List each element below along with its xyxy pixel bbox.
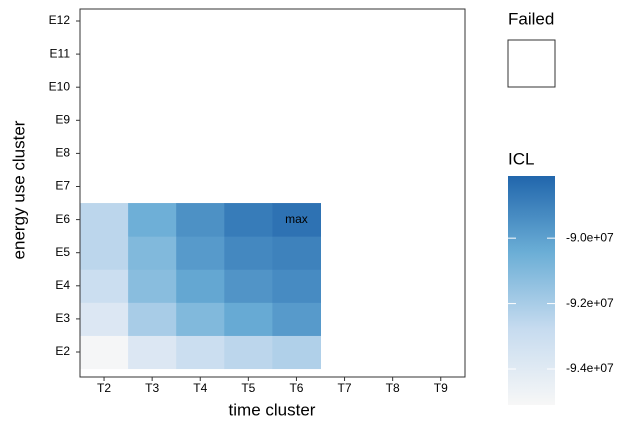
y-tick-label: E6 [55, 212, 70, 226]
y-tick-label: E2 [55, 344, 70, 358]
heat-cell [176, 335, 225, 370]
y-tick-label: E12 [49, 13, 71, 27]
heat-cell [176, 302, 225, 336]
y-tick-label: E8 [55, 146, 70, 160]
annotation: max [285, 212, 308, 226]
x-tick-label: T6 [289, 381, 303, 395]
heat-cell [176, 269, 225, 303]
heat-cell [272, 203, 321, 237]
x-tick-label: T7 [338, 381, 352, 395]
colorbar [508, 176, 555, 405]
heat-cell [176, 203, 225, 237]
y-tick-label: E9 [55, 112, 70, 126]
heat-cell [80, 302, 129, 336]
heat-cell [224, 302, 273, 336]
x-tick-label: T3 [145, 381, 159, 395]
y-tick-label: E3 [55, 311, 70, 325]
heat-cell [224, 236, 273, 270]
x-tick-label: T9 [434, 381, 448, 395]
heat-cell [128, 236, 177, 270]
x-tick-label: T2 [97, 381, 111, 395]
heat-cell [272, 302, 321, 336]
y-tick-label: E4 [55, 278, 70, 292]
x-axis-title: time cluster [229, 400, 316, 419]
heat-cell [80, 335, 129, 370]
y-tick-label: E10 [49, 79, 71, 93]
heat-cell [128, 269, 177, 303]
colorbar-tick-label: -9.2e+07 [566, 296, 614, 310]
heat-cell [176, 236, 225, 270]
heat-cell [128, 302, 177, 336]
heat-cell [80, 236, 129, 270]
colorbar-tick-label: -9.0e+07 [566, 230, 614, 244]
heat-cell [224, 269, 273, 303]
colorbar-title: ICL [508, 149, 534, 168]
failed-swatch [507, 39, 556, 88]
panel [79, 8, 466, 378]
heat-cell [80, 269, 129, 303]
heat-cell [272, 269, 321, 303]
x-tick-label: T4 [193, 381, 207, 395]
colorbar-tick-label: -9.4e+07 [566, 361, 614, 375]
heat-cell [224, 335, 273, 370]
heat-cell [224, 203, 273, 237]
heat-cell [272, 335, 321, 370]
x-tick-label: T5 [241, 381, 255, 395]
y-tick-label: E11 [50, 46, 71, 60]
heat-cell [128, 335, 177, 370]
y-axis-title: energy use cluster [9, 120, 28, 259]
heat-cell [80, 203, 129, 237]
y-tick-label: E7 [55, 179, 70, 193]
y-tick-label: E5 [55, 245, 70, 259]
heat-cell [128, 203, 177, 237]
heat-cell [272, 236, 321, 270]
legend-title: Failed [508, 9, 554, 28]
x-tick-label: T8 [386, 381, 400, 395]
